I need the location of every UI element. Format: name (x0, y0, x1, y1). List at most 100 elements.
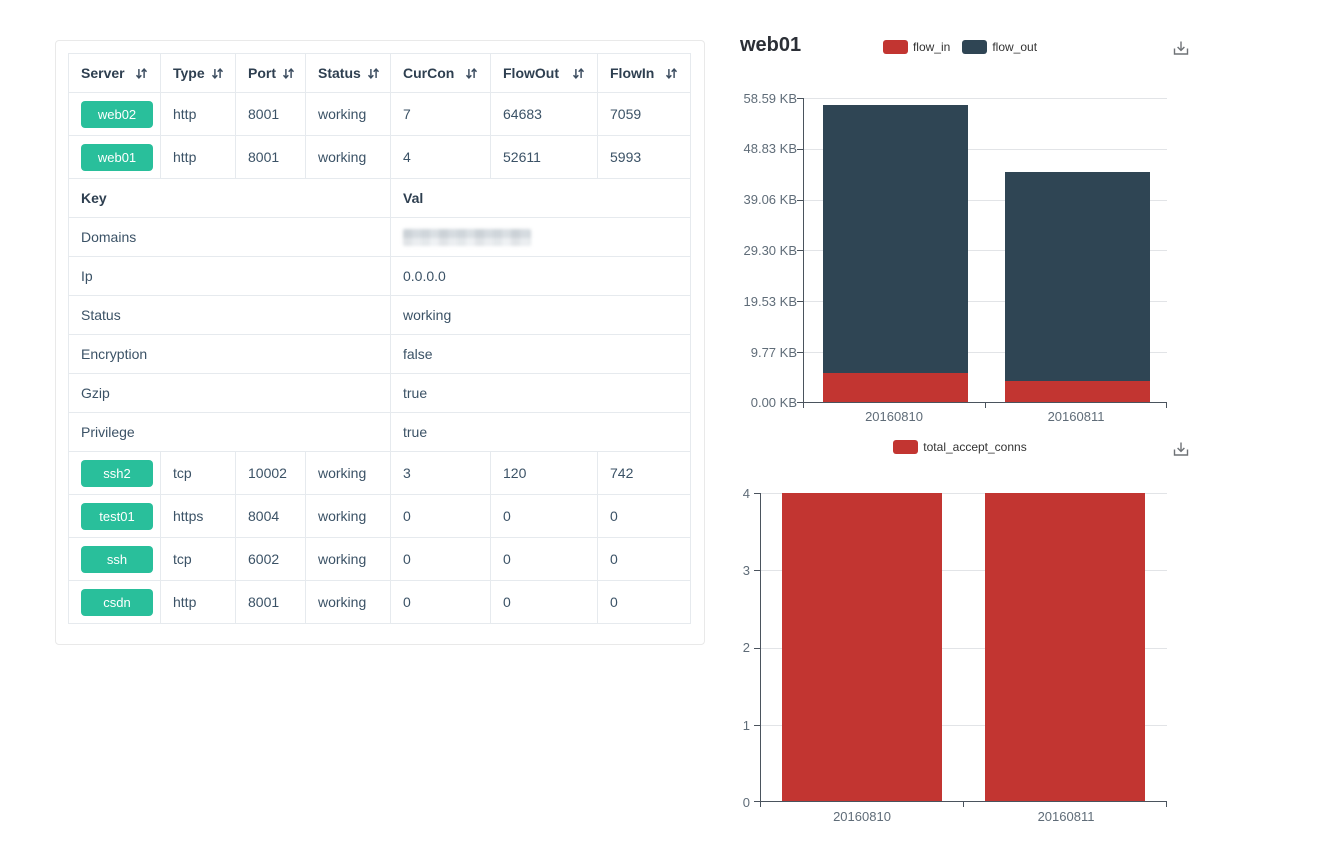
kv-row: Privilege true (68, 412, 691, 452)
y-axis-label: 39.06 KB (743, 192, 798, 207)
legend-swatch (962, 40, 988, 54)
cell-port: 8001 (235, 135, 306, 179)
col-header-port[interactable]: Port (235, 53, 306, 93)
table-row: csdn http 8001 working 0 0 0 (68, 580, 691, 624)
y-axis-label: 19.53 KB (743, 294, 798, 309)
cell-flowin: 5993 (597, 135, 691, 179)
sort-arrows-icon[interactable] (665, 67, 678, 80)
download-tray-arrow-icon (1173, 442, 1189, 456)
kv-header-val: Val (390, 178, 691, 218)
server-button-web02[interactable]: web02 (81, 100, 153, 128)
kv-val-cell (390, 217, 691, 257)
bar-segment-total-accept-conns (985, 493, 1145, 802)
y-axis-tick (754, 493, 760, 494)
y-axis-tick (797, 98, 803, 99)
table-row: test01 https 8004 working 0 0 0 (68, 494, 691, 538)
x-axis-line (803, 402, 1167, 403)
sort-arrows-icon[interactable] (367, 67, 380, 80)
cell-port: 10002 (235, 451, 306, 495)
table-row: ssh tcp 6002 working 0 0 0 (68, 537, 691, 581)
x-axis-label: 20160810 (833, 809, 891, 824)
server-button-ssh2[interactable]: ssh2 (81, 459, 153, 487)
kv-val-cell: working (390, 295, 691, 335)
col-header-status[interactable]: Status (305, 53, 391, 93)
server-button-test01[interactable]: test01 (81, 502, 153, 530)
bar-20160810[interactable] (823, 105, 968, 403)
y-axis-label: 0.00 KB (750, 395, 797, 410)
x-axis-tick (1166, 802, 1167, 807)
cell-flowout: 0 (490, 494, 598, 538)
server-table-card: Server Type Port Status CurCon FlowOut F… (55, 40, 705, 645)
cell-port: 8004 (235, 494, 306, 538)
gridline (760, 648, 1167, 649)
bar-segment-flow-out (1005, 171, 1150, 381)
col-header-server[interactable]: Server (68, 53, 161, 93)
cell-curcon: 0 (390, 537, 491, 581)
legend-label: flow_out (992, 40, 1038, 54)
cell-status: working (305, 92, 391, 136)
table-header-row: Server Type Port Status CurCon FlowOut F… (68, 53, 691, 93)
gridline (803, 250, 1167, 251)
sort-arrows-icon[interactable] (282, 67, 295, 80)
kv-row: Gzip true (68, 373, 691, 413)
cell-type: http (160, 135, 236, 179)
y-axis-label: 4 (742, 486, 750, 501)
download-button[interactable] (1171, 38, 1191, 58)
sort-arrows-icon[interactable] (211, 67, 224, 80)
kv-key-cell: Privilege (68, 412, 391, 452)
server-button-csdn[interactable]: csdn (81, 588, 153, 616)
y-axis-label: 0 (742, 795, 750, 810)
x-axis-label: 20160810 (865, 409, 923, 424)
y-axis-tick (797, 149, 803, 150)
cell-type: http (160, 580, 236, 624)
bar-20160810[interactable] (782, 493, 942, 802)
kv-header-row: Key Val (68, 178, 691, 218)
kv-row: Domains (68, 217, 691, 257)
server-button-ssh[interactable]: ssh (81, 545, 153, 573)
bar-segment-flow-in (1005, 380, 1150, 403)
y-axis-tick (754, 648, 760, 649)
gridline (803, 149, 1167, 150)
cell-status: working (305, 494, 391, 538)
kv-row: Status working (68, 295, 691, 335)
sort-arrows-icon[interactable] (135, 67, 148, 80)
col-header-label: CurCon (403, 65, 455, 81)
server-button-web01[interactable]: web01 (81, 143, 153, 171)
legend-label: total_accept_conns (923, 440, 1027, 454)
x-axis-label: 20160811 (1047, 409, 1105, 424)
y-axis-label: 2 (742, 640, 750, 655)
cell-curcon: 0 (390, 494, 491, 538)
kv-val-cell: true (390, 412, 691, 452)
kv-val-cell: false (390, 334, 691, 374)
download-button[interactable] (1171, 439, 1191, 459)
gridline (760, 493, 1167, 494)
legend-item-flow-out[interactable]: flow_out (962, 40, 1037, 54)
conns-chart-plot (754, 493, 1167, 807)
col-header-type[interactable]: Type (160, 53, 236, 93)
legend-item-total-accept-conns[interactable]: total_accept_conns (893, 440, 1027, 454)
y-axis-tick (797, 250, 803, 251)
x-axis-tick (1166, 403, 1167, 408)
cell-status: working (305, 580, 391, 624)
bar-20160811[interactable] (985, 493, 1145, 802)
kv-row: Encryption false (68, 334, 691, 374)
cell-server: ssh2 (68, 451, 161, 495)
table-row: web02 http 8001 working 7 64683 7059 (68, 92, 691, 136)
y-axis-tick (797, 352, 803, 353)
col-header-label: Status (318, 65, 361, 81)
bar-segment-total-accept-conns (782, 493, 942, 802)
legend-item-flow-in[interactable]: flow_in (882, 40, 950, 54)
bar-20160811[interactable] (1005, 171, 1150, 403)
cell-flowout: 0 (490, 537, 598, 581)
col-header-flowin[interactable]: FlowIn (597, 53, 691, 93)
col-header-label: Server (81, 65, 125, 81)
cell-flowout: 64683 (490, 92, 598, 136)
sort-arrows-icon[interactable] (572, 67, 585, 80)
y-axis-label: 9.77 KB (750, 345, 797, 360)
cell-port: 8001 (235, 92, 306, 136)
col-header-flowout[interactable]: FlowOut (490, 53, 598, 93)
sort-arrows-icon[interactable] (465, 67, 478, 80)
table-row: ssh2 tcp 10002 working 3 120 742 (68, 451, 691, 495)
col-header-curcon[interactable]: CurCon (390, 53, 491, 93)
table-row: web01 http 8001 working 4 52611 5993 (68, 135, 691, 179)
